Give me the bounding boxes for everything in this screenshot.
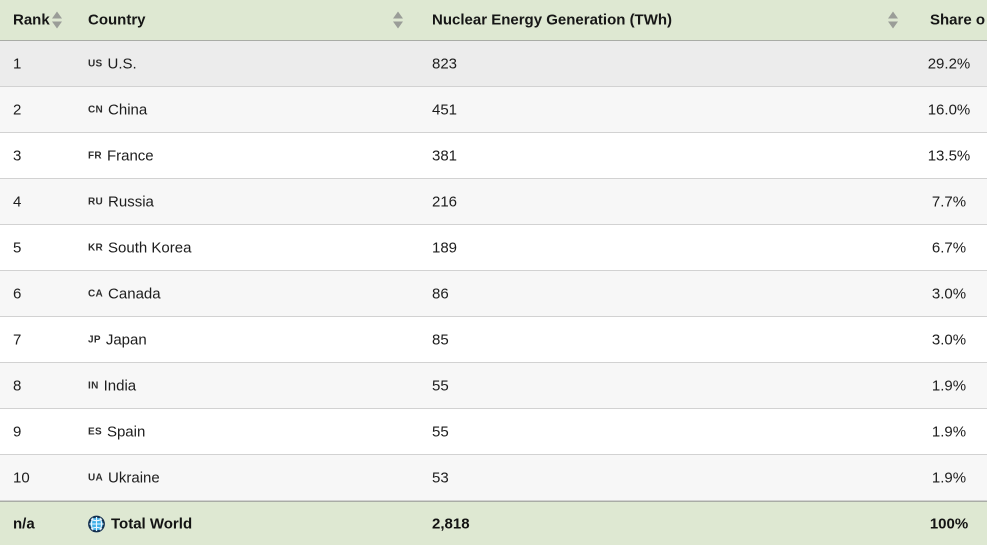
country-name-label: Spain (106, 423, 146, 440)
share-percent-cell: 6.7% (931, 239, 967, 256)
table-row: 5 KR South Korea 189 6.7% (0, 225, 987, 271)
rank-cell: 1 (13, 55, 22, 72)
rank-cell: 10 (13, 469, 30, 486)
sort-asc-icon (393, 11, 403, 19)
country-code-label: FR (88, 150, 102, 162)
table-row: 4 RU Russia 216 7.7% (0, 179, 987, 225)
rank-cell: 7 (13, 331, 22, 348)
share-percent-cell: 7.7% (931, 193, 967, 210)
country-name-label: U.S. (107, 55, 137, 72)
country-name-label: Japan (105, 331, 147, 348)
country-name-label: France (106, 147, 154, 164)
sort-desc-icon (393, 21, 403, 29)
sort-desc-icon (888, 21, 898, 29)
rank-cell: 8 (13, 377, 22, 394)
country-code-label: UA (88, 472, 104, 484)
rank-cell: 6 (13, 285, 22, 302)
country-name-label: Ukraine (108, 469, 160, 486)
column-header-country[interactable]: Country (88, 11, 146, 29)
sort-arrows-icon[interactable] (393, 11, 403, 29)
share-percent-cell: 100% (929, 515, 969, 533)
country-cell: Total World (88, 516, 192, 533)
country-cell: JP Japan (88, 331, 147, 348)
country-name-label: Total World (111, 515, 193, 533)
table-row: 2 CN China 451 16.0% (0, 87, 987, 133)
country-cell: UA Ukraine (88, 469, 160, 486)
share-percent-cell: 3.0% (931, 331, 967, 348)
country-code-label: JP (88, 334, 101, 346)
country-cell: US U.S. (88, 55, 137, 72)
country-code-label: ES (88, 426, 102, 438)
rank-cell: 3 (13, 147, 22, 164)
country-cell: ES Spain (88, 423, 145, 440)
globe-icon (88, 515, 105, 533)
share-percent-cell: 16.0% (927, 101, 971, 118)
share-percent-cell: 13.5% (927, 147, 971, 164)
generation-twh-cell: 823 (432, 55, 458, 72)
sort-arrows-icon[interactable] (52, 11, 62, 29)
sort-desc-icon (52, 21, 62, 29)
country-name-label: South Korea (108, 239, 192, 256)
sort-asc-icon (52, 11, 62, 19)
column-header-share[interactable]: Share o (930, 11, 986, 29)
country-cell: FR France (88, 147, 154, 164)
table-row: 3 FR France 381 13.5% (0, 133, 987, 179)
rank-cell: 2 (13, 101, 22, 118)
rank-cell: 9 (13, 423, 22, 440)
share-percent-cell: 1.9% (931, 469, 967, 486)
table-row: 9 ES Spain 55 1.9% (0, 409, 987, 455)
generation-twh-cell: 216 (432, 193, 458, 210)
table-header-row: Rank Country Nuclear Energy Generation (… (0, 0, 987, 41)
country-name-label: Russia (108, 193, 154, 210)
table-body: 1 US U.S. 823 29.2% 2 CN China 451 16.0%… (0, 41, 987, 501)
generation-twh-cell: 55 (432, 377, 449, 394)
generation-twh-cell: 53 (432, 469, 449, 486)
generation-twh-cell: 85 (432, 331, 449, 348)
table-row: 10 UA Ukraine 53 1.9% (0, 455, 987, 501)
sort-arrows-icon[interactable] (888, 11, 898, 29)
generation-twh-cell: 2,818 (432, 515, 470, 533)
column-header-rank[interactable]: Rank (13, 11, 50, 29)
share-percent-cell: 29.2% (927, 55, 971, 72)
generation-twh-cell: 55 (432, 423, 449, 440)
country-cell: KR South Korea (88, 239, 191, 256)
share-percent-cell: 1.9% (931, 423, 967, 440)
country-cell: RU Russia (88, 193, 154, 210)
country-name-label: India (103, 377, 137, 394)
rank-cell: n/a (13, 515, 35, 533)
rank-cell: 4 (13, 193, 22, 210)
country-code-label: IN (88, 380, 99, 392)
total-world-row: n/a Total World 2,818 100% (0, 501, 987, 545)
share-percent-cell: 3.0% (931, 285, 967, 302)
country-code-label: CN (88, 104, 104, 116)
generation-twh-cell: 381 (432, 147, 458, 164)
country-name-label: China (108, 101, 148, 118)
country-cell: CN China (88, 101, 147, 118)
column-header-nuclear-generation[interactable]: Nuclear Energy Generation (TWh) (432, 11, 673, 29)
sort-asc-icon (888, 11, 898, 19)
rank-cell: 5 (13, 239, 22, 256)
table-row: 6 CA Canada 86 3.0% (0, 271, 987, 317)
country-code-label: RU (88, 196, 104, 208)
generation-twh-cell: 86 (432, 285, 449, 302)
generation-twh-cell: 451 (432, 101, 458, 118)
country-name-label: Canada (108, 285, 161, 302)
table-row: 8 IN India 55 1.9% (0, 363, 987, 409)
generation-twh-cell: 189 (432, 239, 458, 256)
country-code-label: CA (88, 288, 104, 300)
country-cell: CA Canada (88, 285, 161, 302)
table-row: 1 US U.S. 823 29.2% (0, 41, 987, 87)
country-code-label: KR (88, 242, 104, 254)
table-row: 7 JP Japan 85 3.0% (0, 317, 987, 363)
share-percent-cell: 1.9% (931, 377, 967, 394)
country-code-label: US (88, 58, 103, 70)
country-cell: IN India (88, 377, 136, 394)
